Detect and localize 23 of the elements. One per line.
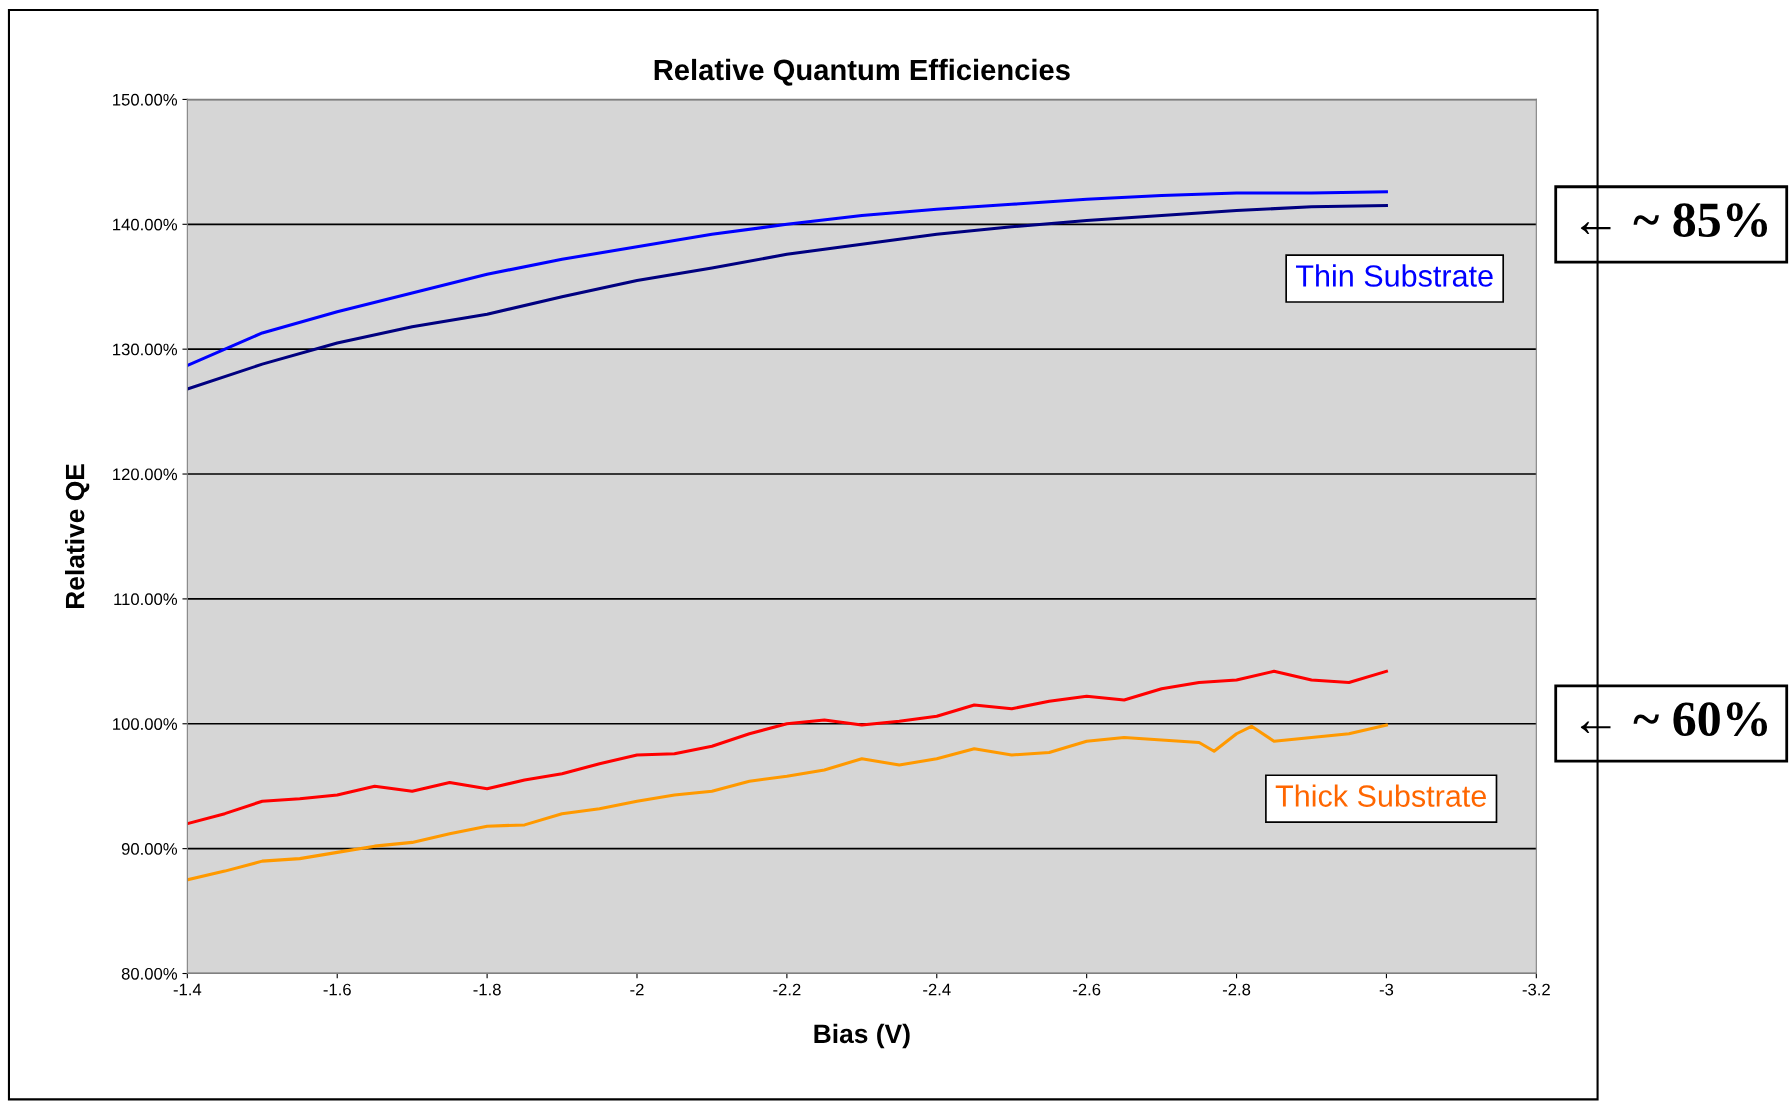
x-axis-title: Bias (V) <box>814 1023 910 1049</box>
annotation: Thick Substrate <box>1275 784 1486 807</box>
x-tick-label: -2.2 <box>773 983 801 996</box>
y-tick-label: 130.00% <box>113 343 178 356</box>
annotation: Thin Substrate <box>1296 264 1493 287</box>
x-tick-label: -2.8 <box>1222 983 1251 996</box>
chart-title: Relative Quantum Efficiencies <box>654 58 1070 86</box>
y-tick-label: 100.00% <box>113 718 178 730</box>
y-tick-label: 140.00% <box>113 218 178 231</box>
x-tick-label: -2.6 <box>1073 983 1101 996</box>
y-tick-label: 110.00% <box>114 593 178 606</box>
y-axis-title: Relative QE <box>65 464 90 609</box>
x-tick-label: -3.2 <box>1522 983 1550 996</box>
y-tick-label: 120.00% <box>113 468 178 481</box>
x-tick-label: -2.4 <box>923 983 951 996</box>
x-tick-label: -1.4 <box>173 983 202 996</box>
y-tick-label: 150.00% <box>113 93 178 106</box>
x-tick-label: -1.8 <box>473 983 501 996</box>
x-tick-label: -1.6 <box>323 983 351 996</box>
x-tick-label: -3 <box>1379 983 1394 996</box>
y-tick-label: 90.00% <box>121 843 178 855</box>
x-tick-label: -2 <box>630 983 644 996</box>
y-tick-label: 80.00% <box>121 967 178 980</box>
